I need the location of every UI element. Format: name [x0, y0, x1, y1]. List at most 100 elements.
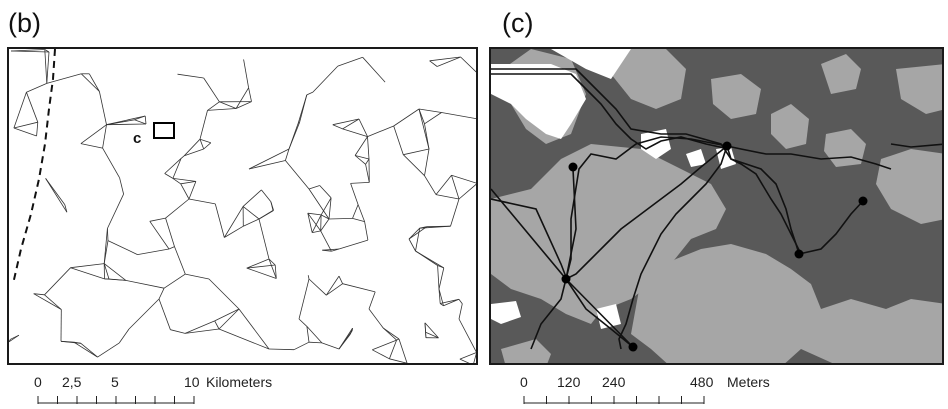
network-edge: [44, 294, 62, 310]
network-edge: [45, 178, 68, 213]
network-edge: [102, 124, 107, 149]
network-edge: [311, 214, 322, 233]
network-edge: [214, 320, 220, 330]
network-edge: [320, 230, 332, 252]
network-edge: [26, 83, 47, 93]
network-edge: [185, 273, 210, 280]
network-edge: [365, 164, 370, 183]
network-edge: [80, 124, 107, 144]
network-edge: [70, 267, 105, 280]
network-edge: [322, 248, 340, 251]
network-edge: [358, 118, 368, 137]
network-edge: [103, 228, 108, 264]
network-edge: [103, 263, 110, 280]
network-edge: [207, 101, 220, 111]
network-edge: [439, 303, 444, 307]
network-edge: [149, 221, 170, 250]
network-edge: [106, 119, 135, 126]
network-edge: [149, 217, 166, 222]
network-edge: [208, 278, 240, 310]
network-edge: [270, 201, 274, 211]
network-edge: [354, 155, 366, 165]
network-edge: [188, 181, 197, 200]
network-edge: [118, 328, 130, 344]
network-edge: [219, 101, 237, 109]
network-edge: [393, 108, 420, 127]
network-edge: [10, 334, 20, 340]
network-edge: [177, 73, 204, 79]
network-edge: [158, 298, 171, 330]
network-edge: [429, 56, 461, 62]
network-edge: [214, 203, 225, 238]
network-edge: [128, 298, 160, 330]
network-edge: [46, 73, 82, 84]
network-edge: [325, 275, 340, 296]
network-edge: [223, 206, 244, 238]
network-edge: [307, 212, 322, 216]
network-edge: [184, 320, 215, 334]
network-edge: [172, 178, 196, 182]
network-edge: [158, 288, 165, 300]
network-edge: [199, 139, 205, 150]
network-edge: [274, 264, 277, 279]
network-edge: [80, 342, 98, 358]
network-edge: [80, 143, 103, 149]
network-edge: [398, 338, 408, 363]
network-edge: [172, 178, 181, 185]
network-edge: [354, 136, 368, 156]
network-edge: [408, 226, 428, 240]
network-edge: [440, 298, 459, 304]
network-edge: [214, 308, 240, 322]
network-edge: [235, 101, 252, 109]
node-1: [568, 162, 578, 172]
network-edge: [355, 155, 370, 160]
node-4: [794, 249, 804, 259]
network-edge: [403, 154, 425, 176]
network-edge: [441, 112, 476, 120]
network-edge: [285, 160, 310, 190]
network-edge: [36, 122, 39, 137]
network-edge: [308, 188, 330, 220]
dashed-boundary-line: [12, 49, 56, 285]
network-edge: [451, 175, 460, 200]
network-edge: [218, 308, 240, 330]
network-edge: [307, 213, 313, 233]
network-edge: [199, 110, 208, 140]
network-edge: [458, 183, 476, 200]
network-edge: [13, 92, 27, 129]
network-edge: [328, 197, 332, 220]
network-edge: [418, 108, 430, 150]
network-edge: [308, 185, 320, 190]
network-edge: [312, 230, 321, 233]
network-edge: [293, 341, 310, 351]
network-edge: [372, 349, 390, 360]
scale-b-tick-5: 5: [111, 374, 119, 390]
network-edge: [99, 91, 107, 125]
scale-c-tick-120: 120: [557, 374, 581, 390]
network-edge: [172, 158, 182, 179]
network-edge: [238, 308, 270, 350]
network-edge: [438, 288, 441, 304]
network-edge: [13, 121, 38, 129]
network-edge: [60, 340, 81, 344]
network-edge: [458, 318, 476, 353]
network-paths: [491, 68, 942, 350]
network-edge: [102, 147, 120, 178]
network-edge: [424, 175, 437, 195]
network-edge: [408, 227, 420, 240]
network-edge: [103, 263, 127, 281]
network-edge: [88, 73, 100, 92]
network-edge: [268, 258, 277, 279]
network-edge: [307, 275, 310, 280]
network-edge: [362, 57, 386, 83]
scale-c-unit: Meters: [727, 374, 770, 390]
network-edge: [473, 353, 476, 363]
network-edge: [460, 56, 476, 73]
network-edge: [165, 198, 190, 219]
network-edge: [424, 112, 442, 125]
network-edge: [367, 136, 370, 160]
network-edge: [298, 278, 310, 320]
network-edge: [180, 183, 190, 200]
network-edge: [372, 339, 397, 351]
network-edge: [242, 189, 262, 207]
